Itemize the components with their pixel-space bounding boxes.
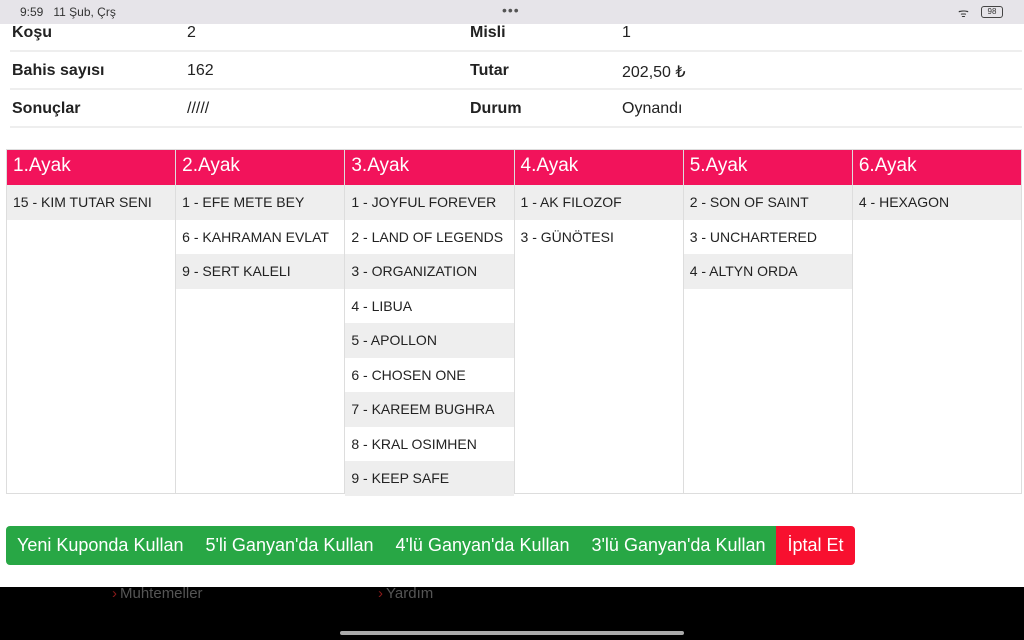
info-label: Sonuçlar bbox=[12, 100, 81, 117]
info-row: Bahis sayısı 162 Tutar 202,50 ₺ bbox=[10, 52, 1022, 90]
footer-link-yardim[interactable]: Yardım bbox=[378, 585, 433, 602]
info-value: 1 bbox=[622, 24, 631, 41]
horse-item: 8 - Kral Osimhen bbox=[351, 435, 477, 452]
leg-column: 2.Ayak 1 - Efe Mete Bey 6 - Kahraman Evlat… bbox=[176, 150, 346, 493]
cancel-button[interactable]: İptal Et bbox=[776, 526, 855, 565]
leg-column: 5.Ayak 2 - Son of Saint 3 - Unchartered 4 -… bbox=[683, 150, 853, 493]
leg-column: 1.Ayak 15 - Kim Tutar Seni bbox=[7, 150, 177, 493]
horse-item: 4 - Libua bbox=[351, 297, 413, 314]
horse-item: 1 - Efe Mete Bey bbox=[176, 185, 345, 220]
info-label: Misli bbox=[470, 24, 506, 41]
status-time: 9:59 11 Şub, Çrş bbox=[20, 5, 116, 19]
horse-item: 3 - Unchartered bbox=[689, 228, 817, 245]
info-label: Tutar bbox=[470, 62, 509, 79]
new-coupon-button[interactable]: Yeni Kuponda Kullan bbox=[6, 526, 195, 565]
horse-item: 5 - Apollon bbox=[345, 323, 514, 358]
action-buttons: Yeni Kuponda Kullan 5'li Ganyan'da Kulla… bbox=[6, 526, 855, 565]
more-dots-icon[interactable]: ••• bbox=[502, 2, 520, 18]
info-label: Bahis sayısı bbox=[12, 62, 105, 79]
wifi-icon: ᯤ bbox=[958, 6, 969, 20]
horse-item: 6 - Kahraman Evlat bbox=[182, 228, 329, 245]
horse-item: 1 - Ak Filozof bbox=[514, 185, 683, 220]
info-value: 202,50 ₺ bbox=[622, 64, 686, 81]
horse-item: 15 - Kim Tutar Seni bbox=[7, 185, 176, 220]
footer-link-muhtemeller[interactable]: Muhtemeller bbox=[112, 585, 203, 602]
footer: Muhtemeller Yardım bbox=[0, 585, 1024, 640]
ganyan4-button[interactable]: 4'lü Ganyan'da Kullan bbox=[384, 526, 581, 565]
horse-item: 3 - Organization bbox=[345, 254, 514, 289]
info-value: 162 bbox=[187, 62, 214, 79]
leg-column: 6.Ayak 4 - Hexagon bbox=[852, 150, 1022, 493]
leg-column: 3.Ayak 1 - Joyful Forever 2 - Land of Lege… bbox=[345, 150, 515, 496]
horse-item: 1 - Joyful Forever bbox=[345, 185, 514, 220]
ganyan3-button[interactable]: 3'lü Ganyan'da Kullan bbox=[580, 526, 777, 565]
horse-item: 4 - Hexagon bbox=[852, 185, 1022, 220]
info-row: Koşu 2 Misli 1 bbox=[10, 14, 1022, 52]
horse-item: 9 - Sert Kaleli bbox=[176, 254, 345, 289]
battery-icon: 98 bbox=[981, 6, 1003, 18]
info-value: ///// bbox=[187, 100, 210, 117]
date: 11 Şub, Çrş bbox=[53, 5, 116, 19]
ganyan5-button[interactable]: 5'li Ganyan'da Kullan bbox=[194, 526, 385, 565]
leg-header: 1.Ayak bbox=[7, 150, 176, 185]
info-label: Koşu bbox=[12, 24, 52, 41]
leg-column: 4.Ayak 1 - Ak Filozof 3 - Günötesi bbox=[514, 150, 684, 493]
leg-header: 2.Ayak bbox=[176, 150, 345, 185]
horse-item: 7 - Kareem Bughra bbox=[345, 392, 514, 427]
horse-item: 3 - Günötesi bbox=[520, 228, 614, 245]
leg-header: 4.Ayak bbox=[514, 150, 683, 185]
info-value: Oynandı bbox=[622, 100, 683, 117]
horse-item: 6 - Chosen One bbox=[351, 366, 466, 383]
info-row: Sonuçlar ///// Durum Oynandı bbox=[10, 90, 1022, 128]
info-value: 2 bbox=[187, 24, 196, 41]
legs-table: 1.Ayak 15 - Kim Tutar Seni 2.Ayak 1 - Efe M… bbox=[6, 149, 1022, 496]
home-indicator[interactable] bbox=[340, 631, 684, 635]
horse-item: 2 - Son of Saint bbox=[683, 185, 852, 220]
leg-header: 3.Ayak bbox=[345, 150, 514, 185]
leg-header: 5.Ayak bbox=[683, 150, 852, 185]
horse-item: 4 - Altyn Orda bbox=[683, 254, 852, 289]
coupon-info: Koşu 2 Misli 1 Bahis sayısı 162 Tutar 202,50 ₺ S… bbox=[10, 14, 1022, 128]
horse-item: 9 - Keep Safe bbox=[345, 461, 514, 496]
leg-header: 6.Ayak bbox=[852, 150, 1022, 185]
info-label: Durum bbox=[470, 100, 522, 117]
status-bar: 9:59 11 Şub, Çrş ••• ᯤ 98 bbox=[0, 0, 1024, 24]
horse-item: 2 - Land of Legends bbox=[351, 228, 504, 245]
time: 9:59 bbox=[20, 5, 44, 19]
